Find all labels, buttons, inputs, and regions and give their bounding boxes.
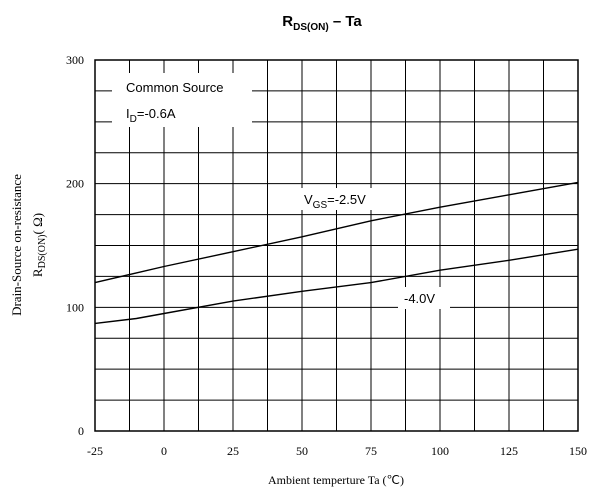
x-tick-label: -25 [87,444,103,458]
x-tick-label: 100 [431,444,449,458]
vgs1-label-bg [300,188,390,210]
plot-frame [94,59,579,432]
x-tick-label: 150 [569,444,587,458]
x-tick-label: 0 [161,444,167,458]
vgs1-label: VGS=-2.5V [304,192,366,211]
condition-line2-rest: =-0.6A [137,106,176,121]
vgs1-label-main: V [304,192,313,207]
x-tick-label: 50 [296,444,308,458]
condition-line2-sub: D [130,114,137,125]
y-axis-label-line2-main: R [30,268,45,277]
y-tick-label: 200 [66,177,84,191]
condition-line2-main: I [126,106,130,121]
x-axis-label: Ambient temperture Ta (℃) [268,473,404,487]
y-axis-label-line2-rest: ( Ω) [30,213,45,235]
vgs1-label-sub: GS [313,200,328,211]
chart-title: RDS(ON) – Ta [282,13,362,33]
chart-title-main: R [282,13,293,30]
y-tick-label: 0 [78,424,84,438]
x-tick-label: 125 [500,444,518,458]
vgs1-label-rest: =-2.5V [327,192,366,207]
series-line-2 [94,248,579,325]
series-line-1 [94,181,579,284]
y-axis-label-line2-sub: DS(ON) [37,235,48,269]
x-tick-label: 25 [227,444,239,458]
y-axis-label-line1: Drain-Source on-resistance [9,174,24,316]
y-tick-label: 100 [66,300,84,314]
grid [95,60,578,431]
y-tick-label: 300 [66,53,84,67]
vgs2-label: -4.0V [404,291,435,306]
chart-title-sub: DS(ON) [293,22,329,33]
series-group [94,181,579,325]
condition-line1: Common Source [126,80,224,95]
condition-box-bg [112,73,252,127]
y-axis-label-line2: RDS(ON)( Ω) [30,213,48,277]
vgs2-label-bg [398,287,450,309]
condition-line2: ID=-0.6A [126,106,176,125]
chart-title-rest: – Ta [329,13,363,30]
x-tick-label: 75 [365,444,377,458]
